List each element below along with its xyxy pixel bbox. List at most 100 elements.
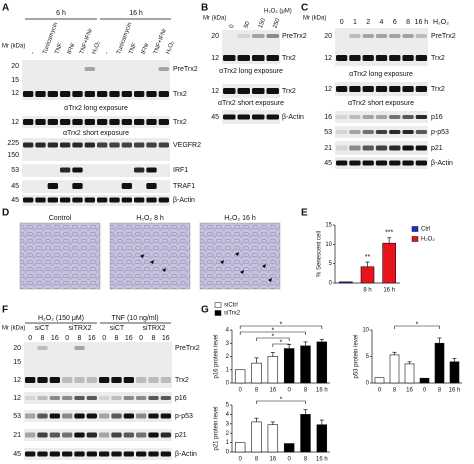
- sirna-label: siTRX2: [143, 325, 166, 332]
- protein-label: Trx2: [431, 86, 445, 93]
- band: [146, 142, 157, 148]
- band: [111, 432, 122, 438]
- band: [84, 67, 95, 71]
- lane-label: 4: [380, 19, 384, 26]
- protein-label: p21: [431, 145, 443, 152]
- band: [415, 160, 427, 166]
- blot: [24, 429, 172, 441]
- lane-label: 250: [272, 17, 281, 29]
- lane-label: 6: [393, 19, 397, 26]
- mw-label: 53: [324, 129, 332, 136]
- lane-label: 16: [162, 335, 170, 342]
- exposure-note: αTrx2 short exposure: [218, 100, 284, 107]
- significance-bracket: [256, 400, 306, 404]
- significance-label: *: [280, 396, 283, 403]
- lane-label: 2: [366, 19, 370, 26]
- bar: [234, 369, 246, 384]
- bar: [360, 266, 375, 284]
- band: [134, 91, 145, 97]
- treatment-label: TNF (10 ng/ml): [111, 315, 158, 322]
- band: [62, 451, 73, 457]
- y-tick-label: 0: [329, 281, 333, 287]
- band: [136, 377, 147, 383]
- band: [37, 396, 48, 400]
- protein-label: Trx2: [173, 91, 187, 98]
- blot: [222, 84, 280, 98]
- significance-bracket: [394, 325, 440, 329]
- legend-label: siTrx2: [224, 311, 241, 317]
- band: [415, 145, 427, 151]
- legend-label: Ctrl: [421, 227, 430, 233]
- protein-label: β-Actin: [431, 160, 453, 167]
- bar: [300, 345, 311, 384]
- band: [136, 451, 147, 457]
- sirna-label: siCT: [35, 325, 50, 332]
- band: [160, 396, 171, 400]
- lane-label: 8: [41, 335, 45, 342]
- band: [86, 432, 97, 438]
- band: [49, 451, 60, 457]
- mw-label: 12: [13, 377, 21, 384]
- band: [72, 183, 83, 189]
- x-tick-label: 16 h: [449, 388, 461, 394]
- bar: [283, 348, 295, 384]
- band: [35, 142, 46, 148]
- band: [62, 413, 73, 419]
- mw-label: 12: [11, 119, 19, 126]
- band: [148, 432, 159, 438]
- band: [389, 160, 401, 166]
- band: [23, 119, 34, 125]
- band: [62, 377, 73, 383]
- band: [86, 451, 97, 457]
- band: [362, 115, 374, 119]
- bar: [234, 442, 246, 453]
- mr-label: Mr (kDa): [2, 326, 25, 332]
- band: [362, 130, 374, 134]
- protein-label: Trx2: [173, 119, 187, 126]
- arrowhead: [262, 264, 266, 268]
- lane-label: -: [30, 51, 36, 55]
- micrograph: [199, 222, 281, 290]
- band: [266, 55, 279, 61]
- lane-label: 16 h: [415, 19, 429, 26]
- band: [389, 130, 401, 134]
- band: [362, 160, 374, 166]
- micrograph: [19, 222, 101, 290]
- band: [99, 451, 110, 457]
- lane-label: 0: [102, 335, 106, 342]
- legend-label: siCtrl: [224, 303, 238, 309]
- protein-label: p-p53: [431, 129, 449, 136]
- band: [37, 432, 48, 438]
- mr-label: Mr (kDa): [303, 16, 326, 22]
- band: [72, 91, 83, 97]
- band: [134, 142, 145, 148]
- band: [336, 145, 348, 151]
- blot: [24, 342, 172, 388]
- y-axis-label: p16 protein level: [214, 334, 220, 378]
- significance-bracket: [272, 343, 290, 347]
- band: [37, 377, 48, 383]
- bar: [389, 354, 400, 384]
- band: [86, 413, 97, 419]
- band: [111, 396, 122, 400]
- protein-label: Trx2: [282, 88, 296, 95]
- band: [25, 413, 36, 419]
- band: [402, 55, 414, 61]
- bar: [267, 424, 279, 453]
- band: [252, 34, 265, 38]
- mw-label: 15: [13, 359, 21, 366]
- band: [336, 160, 348, 166]
- y-tick-label: 1: [226, 440, 230, 446]
- band: [23, 142, 34, 148]
- lane-label: H₂O₂: [92, 40, 103, 56]
- y-tick-label: 5: [329, 261, 333, 267]
- bar: [339, 281, 353, 284]
- protein-label: PreTrx2: [431, 33, 456, 40]
- panel-label: D: [2, 208, 9, 219]
- lane-label: TNF: [129, 42, 139, 55]
- band: [25, 396, 36, 400]
- band: [375, 145, 388, 151]
- mr-label: Mr (kDa): [2, 44, 25, 50]
- band: [266, 34, 279, 38]
